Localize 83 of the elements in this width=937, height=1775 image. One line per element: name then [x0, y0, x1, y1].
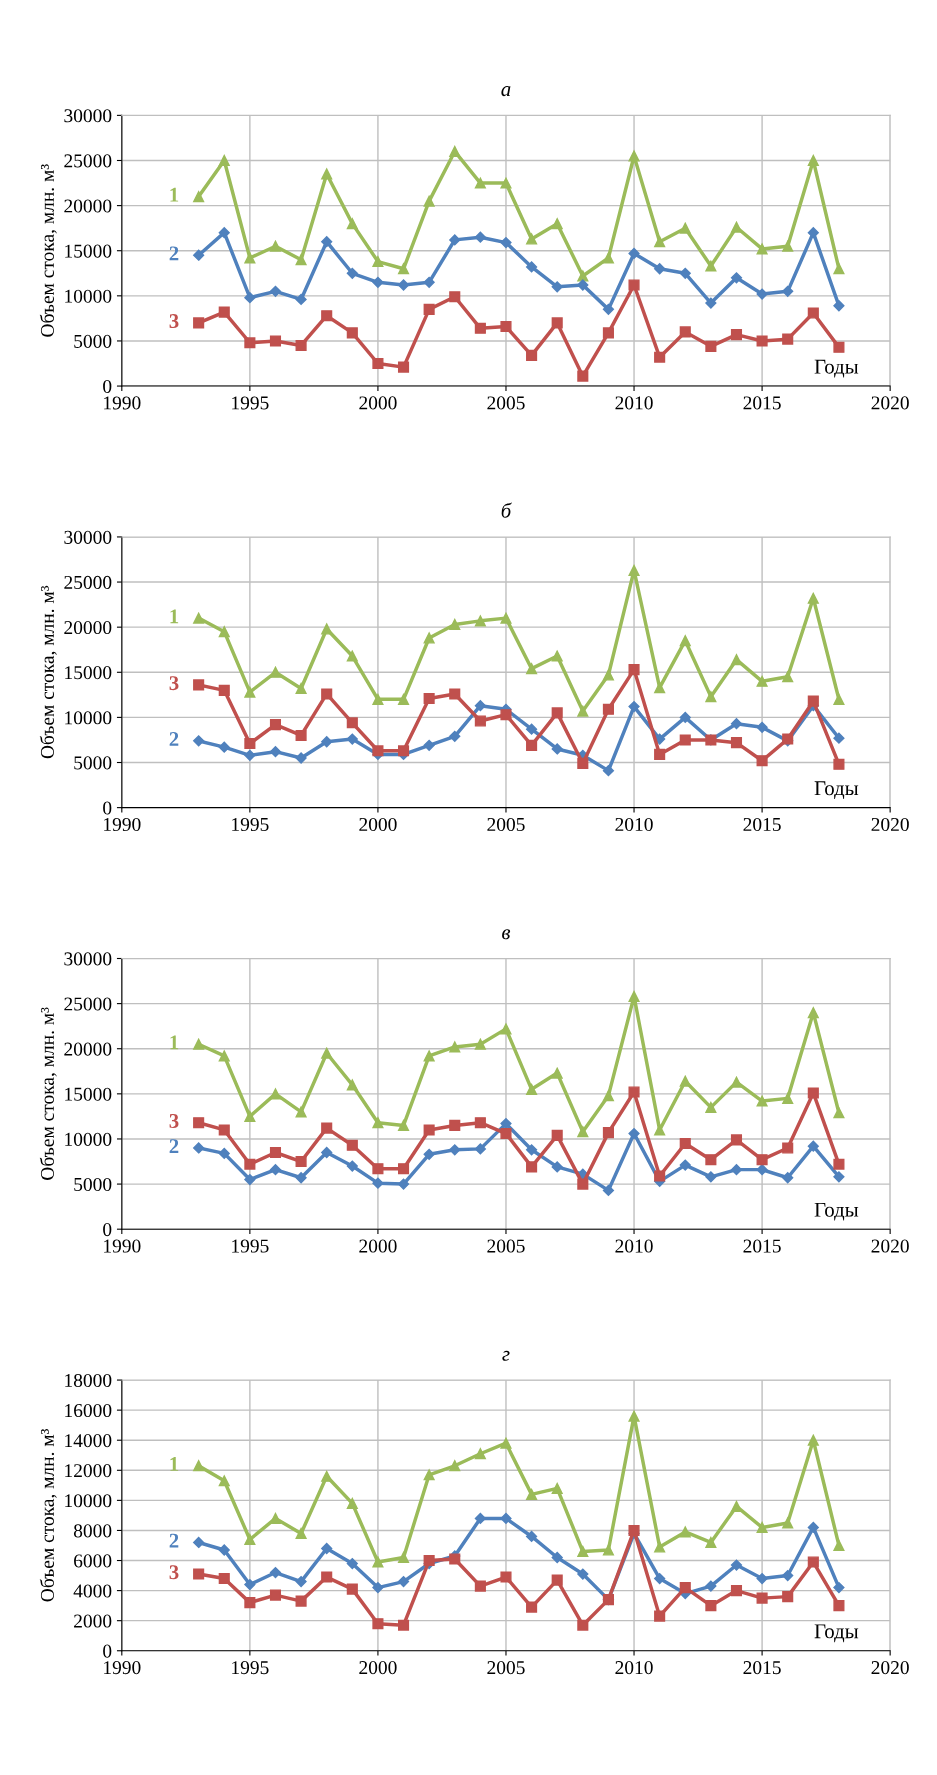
series-label: 1 — [170, 1035, 179, 1050]
x-tick-label: 2010 — [615, 1239, 653, 1253]
x-tick-label: 2000 — [359, 817, 397, 832]
y-tick-label: 14000 — [65, 1434, 112, 1448]
y-tick-label: 18000 — [65, 1373, 112, 1387]
x-tick-label: 1995 — [232, 1661, 269, 1675]
x-tick-label: 2005 — [487, 1661, 525, 1675]
y-tick-label: 10000 — [65, 1132, 112, 1146]
y-tick-label: 5000 — [74, 756, 112, 770]
x-tick-label: 2000 — [359, 396, 397, 410]
y-tick-label: 20000 — [64, 1042, 112, 1056]
y-tick-label: 16000 — [65, 1403, 112, 1418]
series-label: 2 — [169, 1533, 179, 1548]
y-tick-label: 0 — [103, 379, 112, 393]
x-tick-label: 2020 — [871, 396, 909, 410]
x-tick-label: 1990 — [104, 1661, 141, 1675]
x-tick-label: 2020 — [871, 1661, 909, 1675]
chart-title: а — [501, 86, 511, 97]
x-axis-title: Годы — [814, 359, 859, 378]
x-tick-label: 2015 — [743, 1661, 781, 1675]
series-label: 1 — [170, 609, 179, 624]
y-tick-label: 10000 — [65, 711, 112, 725]
x-tick-label: 2010 — [615, 396, 653, 410]
x-tick-label: 2010 — [615, 1661, 653, 1675]
y-tick-label: 20000 — [64, 199, 112, 213]
y-tick-label: 25000 — [64, 154, 112, 168]
y-tick-label: 30000 — [64, 530, 112, 544]
x-tick-label: 2015 — [743, 396, 781, 410]
y-tick-label: 0 — [103, 1223, 112, 1237]
x-tick-label: 2000 — [359, 1239, 397, 1253]
y-tick-label: 2000 — [74, 1614, 112, 1628]
y-tick-label: 30000 — [64, 109, 112, 123]
y-tick-label: 30000 — [64, 952, 112, 966]
y-axis-title: Объем стока, млн. м³ — [39, 1007, 57, 1180]
x-tick-label: 2020 — [871, 817, 909, 832]
y-tick-label: 10000 — [65, 289, 112, 303]
series-label: 3 — [169, 1565, 179, 1580]
x-axis-title: Годы — [814, 781, 859, 800]
y-tick-label: 0 — [103, 801, 112, 815]
y-axis-title: Объем стока, млн. м³ — [39, 164, 57, 337]
y-tick-label: 5000 — [74, 334, 112, 348]
series-label: 2 — [169, 246, 179, 261]
chart-title: б — [501, 502, 512, 518]
series-label: 2 — [169, 1139, 179, 1153]
y-tick-label: 25000 — [64, 575, 112, 589]
series-label: 1 — [170, 187, 179, 202]
y-tick-label: 15000 — [65, 1087, 112, 1101]
chart-title: г — [502, 1350, 510, 1361]
x-tick-label: 1990 — [104, 817, 141, 832]
x-axis-title: Годы — [814, 1624, 859, 1643]
x-tick-label: 1995 — [232, 396, 269, 410]
x-tick-label: 2020 — [871, 1239, 909, 1253]
y-tick-label: 6000 — [74, 1554, 112, 1568]
chart-title: в — [502, 929, 511, 940]
x-tick-label: 1990 — [104, 1239, 141, 1253]
y-tick-label: 15000 — [65, 666, 112, 680]
x-tick-label: 2005 — [487, 396, 525, 410]
x-tick-label: 1990 — [104, 396, 141, 410]
series-label: 3 — [169, 314, 179, 329]
x-tick-label: 2005 — [487, 817, 525, 832]
y-tick-label: 8000 — [73, 1524, 112, 1538]
y-axis-title: Объем стока, млн. м³ — [39, 1428, 57, 1602]
x-tick-label: 1995 — [232, 817, 269, 832]
x-tick-label: 2015 — [743, 1239, 781, 1253]
y-axis-title: Объем стока, млн. м³ — [39, 585, 57, 759]
y-tick-label: 10000 — [65, 1494, 112, 1508]
series-label: 3 — [169, 676, 179, 691]
x-tick-label: 2000 — [359, 1661, 397, 1675]
series-label: 2 — [169, 732, 179, 746]
x-tick-label: 2010 — [615, 817, 653, 832]
series-label: 1 — [170, 1457, 179, 1471]
x-tick-label: 2005 — [487, 1239, 525, 1253]
y-tick-label: 15000 — [65, 244, 112, 258]
y-tick-label: 20000 — [64, 620, 112, 635]
y-tick-label: 25000 — [64, 997, 112, 1011]
x-tick-label: 2015 — [743, 817, 781, 832]
x-axis-title: Годы — [814, 1202, 859, 1221]
x-tick-label: 1995 — [232, 1239, 269, 1253]
y-tick-label: 12000 — [65, 1464, 112, 1478]
y-tick-label: 0 — [103, 1644, 112, 1658]
y-tick-label: 4000 — [73, 1584, 112, 1598]
y-tick-label: 5000 — [74, 1177, 112, 1192]
series-label: 3 — [169, 1113, 179, 1128]
